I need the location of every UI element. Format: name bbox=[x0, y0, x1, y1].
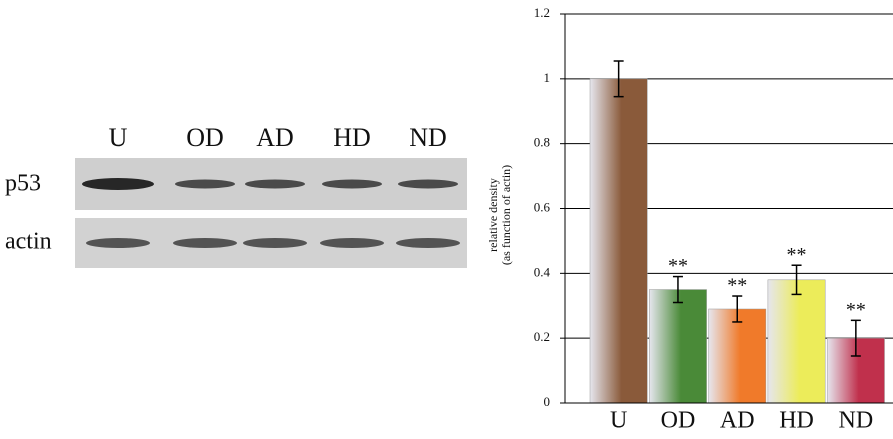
significance-label: ** bbox=[787, 244, 807, 266]
bar bbox=[768, 280, 825, 403]
blot-band bbox=[243, 238, 307, 248]
lane-label: OD bbox=[186, 123, 224, 152]
blot-band bbox=[322, 180, 382, 189]
significance-label: ** bbox=[846, 299, 866, 321]
lane-label: ND bbox=[409, 123, 447, 152]
blot-row-label: actin bbox=[5, 229, 52, 255]
lane-label: HD bbox=[333, 123, 371, 152]
y-tick-label: 0.2 bbox=[534, 329, 550, 344]
x-tick-label: U bbox=[610, 408, 627, 434]
lane-label: U bbox=[109, 123, 128, 152]
blot-band bbox=[396, 238, 460, 248]
x-tick-label: ND bbox=[839, 408, 874, 434]
bar bbox=[590, 79, 647, 403]
y-axis-label: relative density bbox=[486, 178, 500, 252]
y-tick-label: 0.8 bbox=[534, 135, 550, 150]
blot-row-label: p53 bbox=[5, 171, 41, 197]
y-tick-label: 0 bbox=[544, 394, 551, 409]
x-tick-label: OD bbox=[661, 408, 696, 434]
x-tick-label: HD bbox=[779, 408, 814, 434]
y-tick-label: 1 bbox=[544, 70, 551, 85]
y-tick-label: 0.6 bbox=[534, 199, 551, 214]
blot-band bbox=[86, 238, 150, 248]
blot-band bbox=[175, 180, 235, 189]
y-axis-label: (as function of actin) bbox=[499, 165, 513, 265]
bar bbox=[709, 309, 766, 403]
bar bbox=[649, 290, 706, 403]
lane-label: AD bbox=[256, 123, 294, 152]
y-tick-label: 1.2 bbox=[534, 5, 550, 20]
blot-band bbox=[245, 180, 305, 189]
y-tick-label: 0.4 bbox=[534, 264, 551, 279]
significance-label: ** bbox=[668, 255, 688, 277]
x-tick-label: AD bbox=[720, 408, 755, 434]
blot-band bbox=[173, 238, 237, 248]
blot-band bbox=[82, 178, 154, 190]
figure: p53 actin relative density (as function … bbox=[0, 0, 893, 439]
blot-band bbox=[398, 180, 458, 189]
blot-band bbox=[320, 238, 384, 248]
significance-label: ** bbox=[727, 275, 747, 297]
